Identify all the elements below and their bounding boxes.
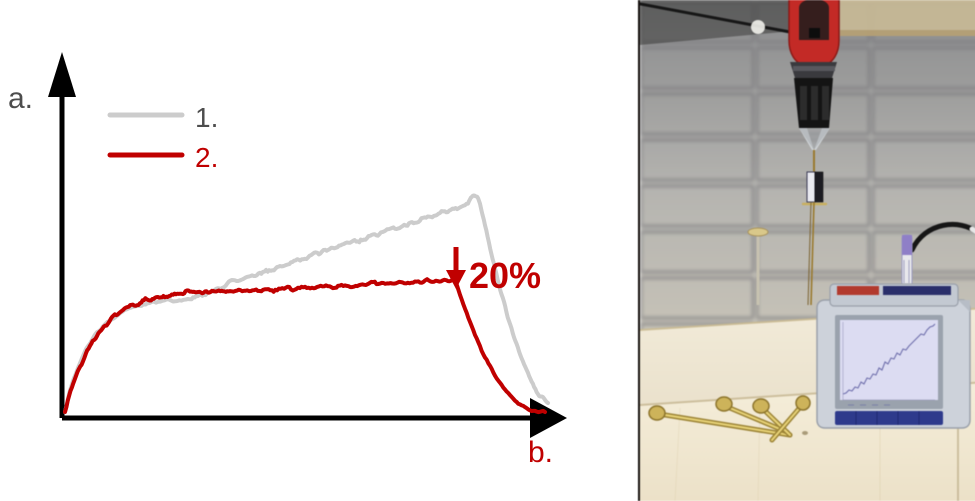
svg-text:1.: 1. (195, 102, 218, 133)
svg-text:2.: 2. (195, 142, 218, 173)
svg-text:b.: b. (528, 436, 553, 469)
svg-text:20%: 20% (469, 255, 541, 296)
svg-text:a.: a. (8, 82, 33, 115)
